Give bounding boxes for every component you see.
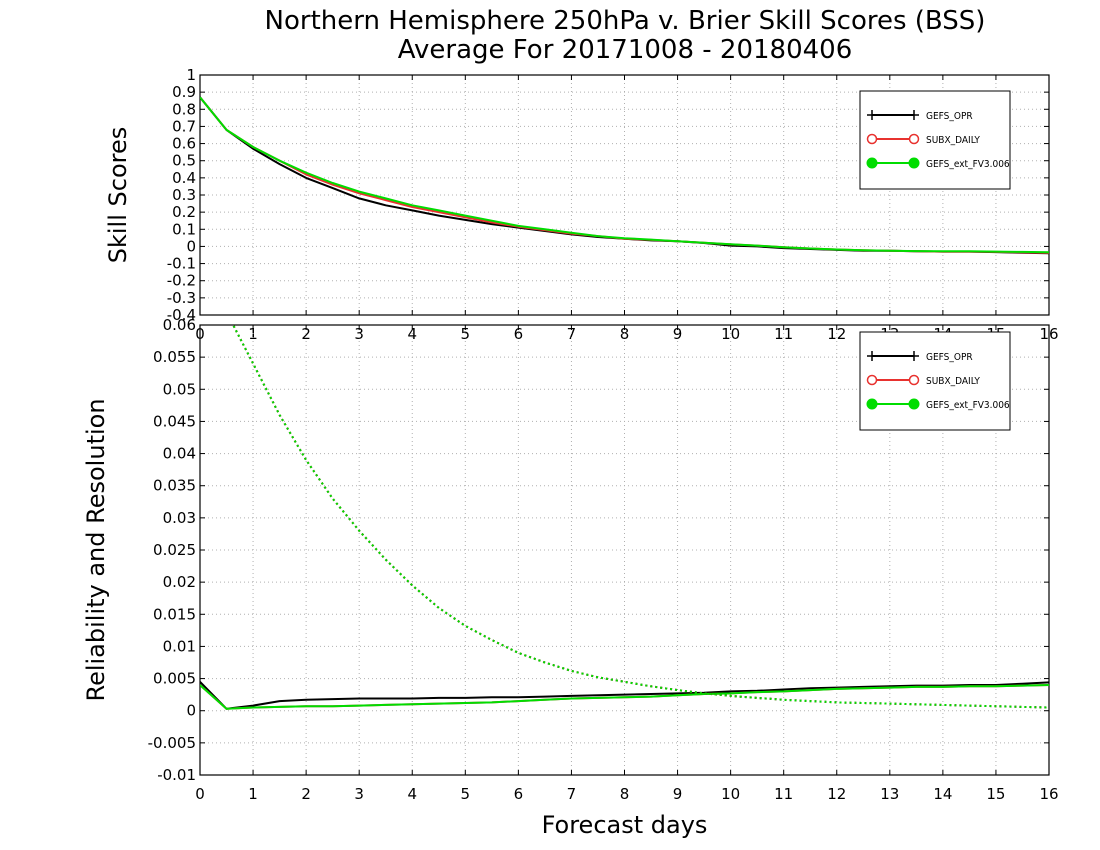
y-tick-label: 0.3 xyxy=(172,186,196,204)
y-tick-label: -0.2 xyxy=(167,272,196,290)
x-tick-label: 15 xyxy=(986,785,1005,803)
y-tick-label: -0.4 xyxy=(167,306,196,324)
legend-marker-plus xyxy=(867,351,877,361)
x-tick-label: 12 xyxy=(827,785,846,803)
y-axis-label: Reliability and Resolution xyxy=(82,398,110,701)
legend-label: GEFS_OPR xyxy=(926,352,973,363)
panel-reliability-resolution: 0 1 2 3 4 5 6 7 8 9 10 11 12 13 14 15 16-0.01-0.00500.00… xyxy=(82,316,1059,839)
x-tick-label: 9 xyxy=(673,785,683,803)
legend-label: GEFS_ext_FV3.006 xyxy=(926,159,1010,170)
y-tick-label: 0.045 xyxy=(153,412,196,430)
y-tick-label: 0.5 xyxy=(172,152,196,170)
x-tick-label: 14 xyxy=(933,785,952,803)
y-tick-label: 0.05 xyxy=(163,380,196,398)
x-tick-label: 6 xyxy=(514,785,524,803)
x-tick-label: 16 xyxy=(1039,785,1058,803)
y-tick-label: 0.005 xyxy=(153,670,196,688)
y-tick-label: 0.2 xyxy=(172,203,196,221)
legend-marker-plus xyxy=(909,351,919,361)
x-tick-label: 0 xyxy=(195,785,205,803)
legend-label: GEFS_ext_FV3.006 xyxy=(926,400,1010,411)
x-tick-label: 11 xyxy=(774,785,793,803)
y-tick-label: 0.7 xyxy=(172,117,196,135)
x-tick-label: 1 xyxy=(248,785,258,803)
y-tick-label: 0.02 xyxy=(163,573,196,591)
panel-skill-scores: 012345678910111213141516-0.4-0.3-0.2-0.1… xyxy=(104,66,1059,343)
legend-marker-filled-circle xyxy=(908,157,920,169)
series-group xyxy=(200,96,1049,255)
chart-title-line2: Average For 20171008 - 20180406 xyxy=(398,35,853,65)
series-group xyxy=(200,325,1049,710)
series-line-gefs-ext-fv3-006 xyxy=(200,96,1049,254)
legend-marker-filled-circle xyxy=(866,398,878,410)
series-line-gefs-opr xyxy=(200,681,1049,710)
y-tick-label: 0 xyxy=(186,237,196,255)
legend-marker-filled-circle xyxy=(908,398,920,410)
y-tick-label: 0.035 xyxy=(153,477,196,495)
y-tick-label: -0.005 xyxy=(148,734,196,752)
legend: GEFS_OPR SUBX_DAILY GEFS_ext_FV3.006 xyxy=(859,90,1011,190)
x-tick-label: 10 xyxy=(721,785,740,803)
legend-marker-open-circle xyxy=(866,133,878,145)
x-tick-label: 3 xyxy=(354,785,364,803)
legend: GEFS_OPR SUBX_DAILY GEFS_ext_FV3.006 xyxy=(859,331,1011,431)
chart-title-line1: Northern Hemisphere 250hPa v. Brier Skil… xyxy=(265,6,986,36)
y-tick-label: 0.6 xyxy=(172,135,196,153)
legend-marker-open-circle xyxy=(866,374,878,386)
series-line-gefs-ext-fv3-006 xyxy=(200,684,1049,710)
y-tick-label: 0.01 xyxy=(163,637,196,655)
y-tick-label: 0.8 xyxy=(172,100,196,118)
x-tick-label: 7 xyxy=(567,785,577,803)
legend-marker-plus xyxy=(909,110,919,120)
y-tick-label: 0.055 xyxy=(153,348,196,366)
y-tick-label: 0.1 xyxy=(172,220,196,238)
y-tick-label: 0.015 xyxy=(153,605,196,623)
x-tick-label: 13 xyxy=(880,785,899,803)
x-axis-label: Forecast days xyxy=(542,811,708,839)
legend-marker-open-circle xyxy=(908,133,920,145)
y-tick-label: 1 xyxy=(186,66,196,84)
legend-marker-filled-circle xyxy=(866,157,878,169)
y-tick-label: 0.03 xyxy=(163,509,196,527)
y-tick-label: -0.3 xyxy=(167,289,196,307)
x-tick-label: 8 xyxy=(620,785,630,803)
legend-marker-open-circle xyxy=(908,374,920,386)
y-tick-label: 0.025 xyxy=(153,541,196,559)
x-tick-label: 5 xyxy=(461,785,471,803)
x-tick-label: 4 xyxy=(407,785,417,803)
y-axis-label: Skill Scores xyxy=(104,127,132,264)
legend-label: GEFS_OPR xyxy=(926,111,973,122)
y-tick-label: 0.06 xyxy=(163,316,196,334)
y-tick-label: 0.9 xyxy=(172,83,196,101)
y-tick-label: 0.4 xyxy=(172,169,196,187)
legend-marker-plus xyxy=(867,110,877,120)
y-tick-label: -0.1 xyxy=(167,255,196,273)
legend-label: SUBX_DAILY xyxy=(926,135,980,146)
legend-label: SUBX_DAILY xyxy=(926,376,980,387)
y-tick-label: -0.01 xyxy=(157,766,196,784)
x-tick-label: 2 xyxy=(301,785,311,803)
y-tick-label: 0 xyxy=(186,702,196,720)
y-tick-label: 0.04 xyxy=(163,445,196,463)
